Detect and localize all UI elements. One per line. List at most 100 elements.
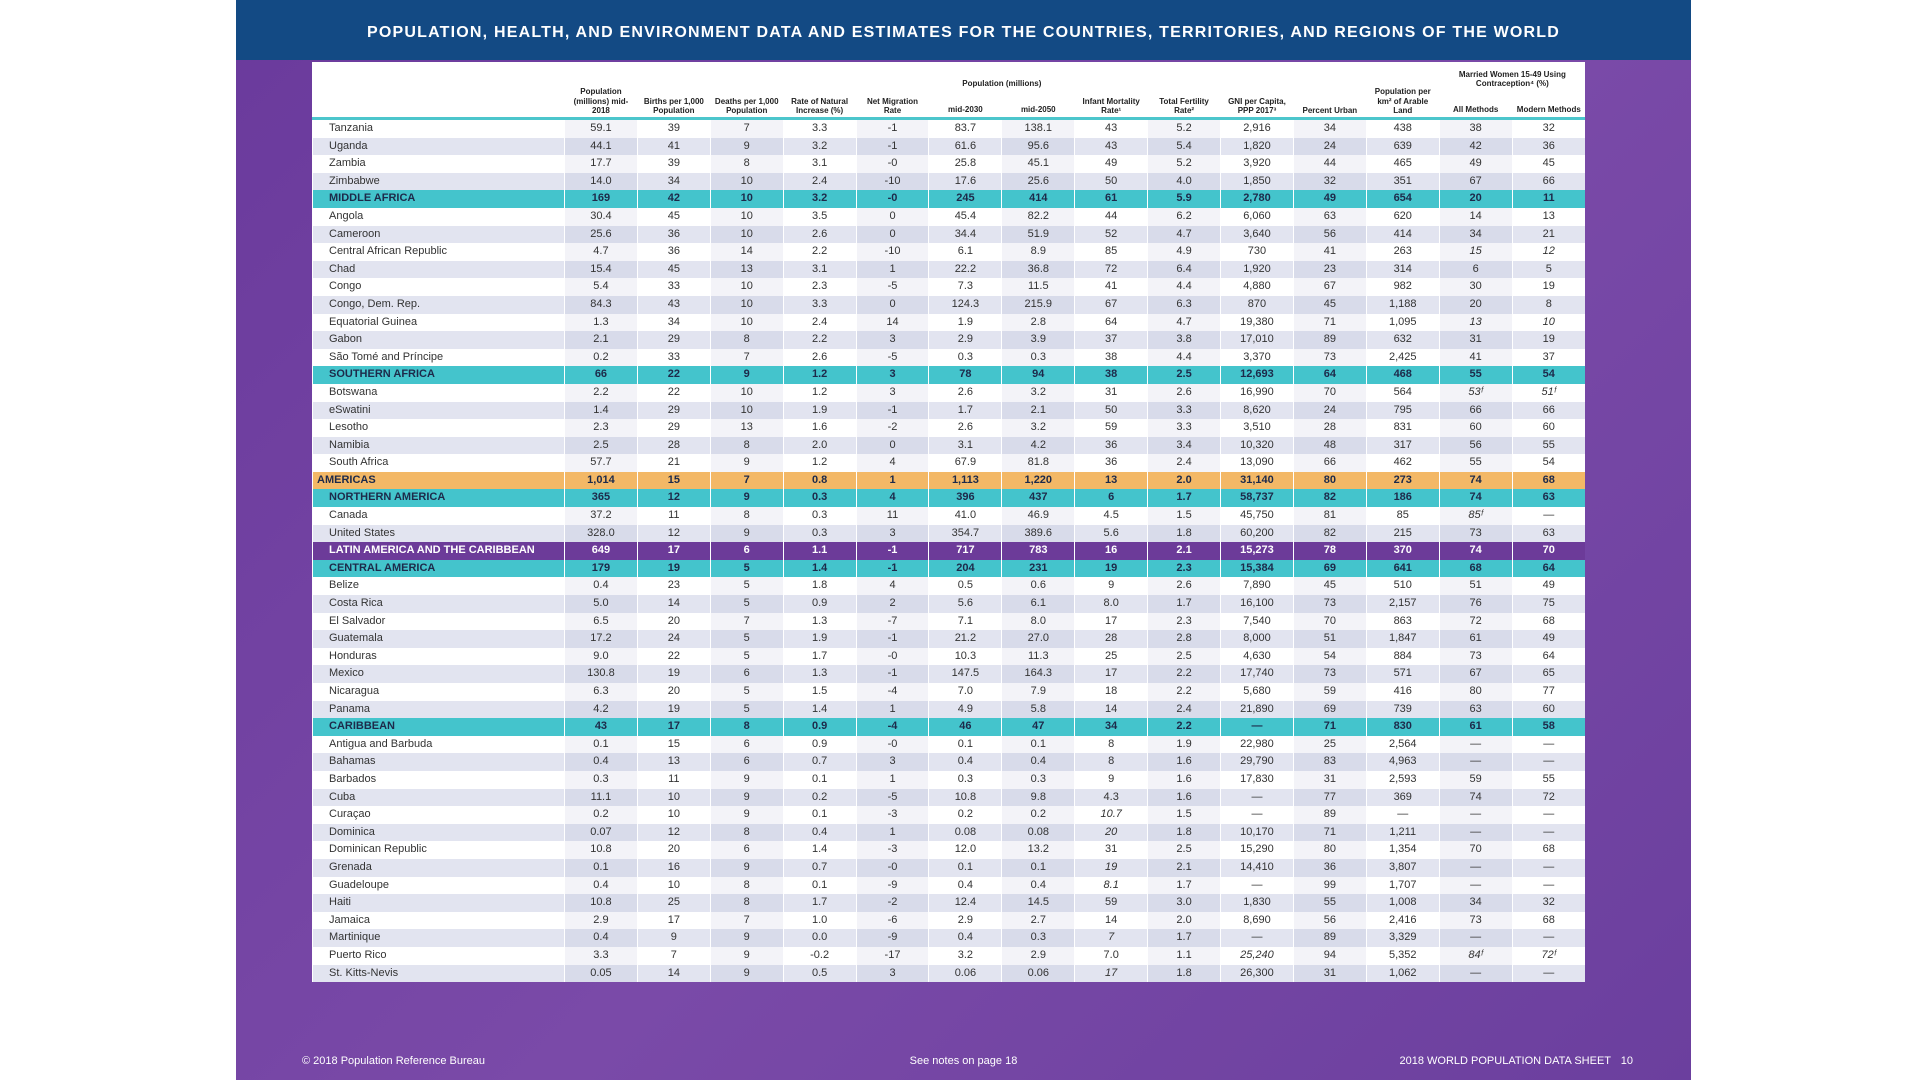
table-row: Honduras 9.0 22 5 1.7 -0 10.3 11.3 25 2.5 4,630 54 8…: [312, 647, 1585, 666]
table-cell: —: [1220, 718, 1294, 736]
table-cell: 1: [855, 260, 929, 279]
table-cell: 1.8: [1147, 524, 1221, 543]
table-cell: 49: [1511, 630, 1585, 648]
table-cell: 6: [709, 753, 784, 771]
table-cell: 2.4: [1147, 700, 1221, 719]
table-cell: 8: [709, 894, 784, 912]
table-cell: 3.2: [1001, 419, 1075, 437]
table-cell: 0.2: [928, 806, 1002, 824]
table-cell: 0.9: [782, 595, 857, 613]
table-cell: 1.3: [564, 313, 638, 332]
table-cell: 12: [636, 489, 711, 508]
table-cell: 830: [1365, 718, 1440, 736]
table-row: Uganda 44.1 41 9 3.2 -1 61.6 95.6 43 5.4 1,820 24 63…: [312, 137, 1585, 156]
table-cell: 4,630: [1220, 647, 1294, 666]
table-cell: —: [1438, 964, 1513, 983]
table-cell: 1,830: [1220, 894, 1294, 912]
header-pop: Population (millions) mid-2018: [564, 62, 638, 119]
table-cell: 438: [1365, 118, 1440, 138]
table-cell: 49: [1292, 190, 1367, 208]
table-cell: 12: [636, 823, 711, 842]
table-cell: 0.3: [564, 770, 638, 789]
table-cell: 510: [1365, 577, 1440, 596]
table-cell: 0.1: [928, 858, 1002, 877]
table-cell: 3.2: [928, 946, 1002, 965]
row-label: Canada: [312, 507, 565, 525]
table-cell: 19: [636, 559, 711, 578]
table-cell: 66: [1438, 401, 1513, 420]
table-cell: 72: [1074, 260, 1148, 279]
table-cell: 21: [636, 454, 711, 472]
table-cell: —: [1511, 858, 1585, 877]
table-cell: 21,890: [1220, 700, 1294, 719]
table-cell: 649: [564, 542, 638, 560]
table-row: Martinique 0.4 9 9 0.0 -9 0.4 0.3 7 1.7—89 3,329— —: [312, 929, 1585, 947]
table-cell: 70: [1292, 383, 1367, 402]
table-cell: 22: [636, 383, 711, 402]
table-cell: 10: [709, 401, 784, 420]
table-cell: 74: [1438, 489, 1513, 508]
table-cell: 81: [1292, 507, 1367, 525]
table-cell: 73: [1292, 665, 1367, 683]
table-cell: 2.4: [1147, 454, 1221, 472]
table-cell: 4: [855, 489, 929, 508]
table-cell: 15,273: [1220, 542, 1294, 560]
table-cell: 17.7: [564, 155, 638, 173]
table-cell: 1.8: [782, 577, 857, 596]
table-cell: 17: [1074, 665, 1148, 683]
table-cell: 19: [1074, 858, 1148, 877]
table-cell: 0.3: [928, 770, 1002, 789]
table-cell: 1.7: [1147, 876, 1221, 895]
table-cell: 0.1: [1001, 735, 1075, 754]
table-cell: 85: [1074, 243, 1148, 261]
table-cell: 8: [709, 718, 784, 736]
table-cell: 15: [636, 735, 711, 754]
table-cell: 77: [1292, 788, 1367, 807]
table-cell: 31: [1292, 964, 1367, 983]
table-cell: 94: [1292, 946, 1367, 965]
table-cell: 28: [1292, 419, 1367, 437]
table-cell: 45.1: [1001, 155, 1075, 173]
table-cell: 65: [1511, 665, 1585, 683]
table-cell: 56: [1438, 436, 1513, 455]
table-cell: 5.2: [1147, 155, 1221, 173]
table-cell: 1.7: [928, 401, 1002, 420]
table-cell: 64: [1292, 366, 1367, 384]
table-cell: 60: [1438, 419, 1513, 437]
table-cell: 2.5: [1147, 366, 1221, 384]
header-imr: Infant Mortality Rate¹: [1074, 62, 1148, 119]
table-cell: 130.8: [564, 665, 638, 683]
notes-text: See notes on page 18: [909, 1055, 1018, 1067]
table-cell: 50: [1074, 172, 1148, 191]
table-cell: 1.6: [782, 419, 857, 437]
table-cell: 74: [1438, 471, 1513, 490]
table-cell: 2.6: [782, 225, 857, 244]
table-cell: 1.7: [1147, 929, 1221, 947]
table-cell: 30: [1438, 278, 1513, 296]
table-cell: -5: [855, 348, 929, 367]
table-cell: 9: [709, 770, 784, 789]
table-cell: 16: [1074, 542, 1148, 560]
table-cell: 468: [1365, 366, 1440, 384]
table-cell: 1,354: [1365, 841, 1440, 859]
row-label: Barbados: [312, 770, 565, 789]
header-netmig: Net Migration Rate: [855, 62, 929, 119]
table-cell: 6,060: [1220, 207, 1294, 226]
row-label: Guadeloupe: [312, 876, 565, 895]
page-number: 10: [1620, 1055, 1633, 1067]
table-cell: 38: [1438, 118, 1513, 138]
table-cell: 10: [709, 172, 784, 191]
table-cell: 6.2: [1147, 207, 1221, 226]
table-cell: 6: [1438, 260, 1513, 279]
table-cell: 884: [1365, 647, 1440, 666]
table-cell: 22: [636, 366, 711, 384]
table-cell: 2.3: [1147, 559, 1221, 578]
table-cell: 73: [1438, 524, 1513, 543]
header-deaths: Deaths per 1,000 Population: [709, 62, 784, 119]
table-cell: 1.4: [782, 700, 857, 719]
row-label: Uganda: [312, 137, 565, 156]
table-cell: 4,963: [1365, 753, 1440, 771]
table-cell: 3,370: [1220, 348, 1294, 367]
table-row: South Africa 57.7 21 9 1.2 4 67.9 81.8 36 2.4 13,0…: [312, 454, 1585, 472]
table-cell: 29,790: [1220, 753, 1294, 771]
